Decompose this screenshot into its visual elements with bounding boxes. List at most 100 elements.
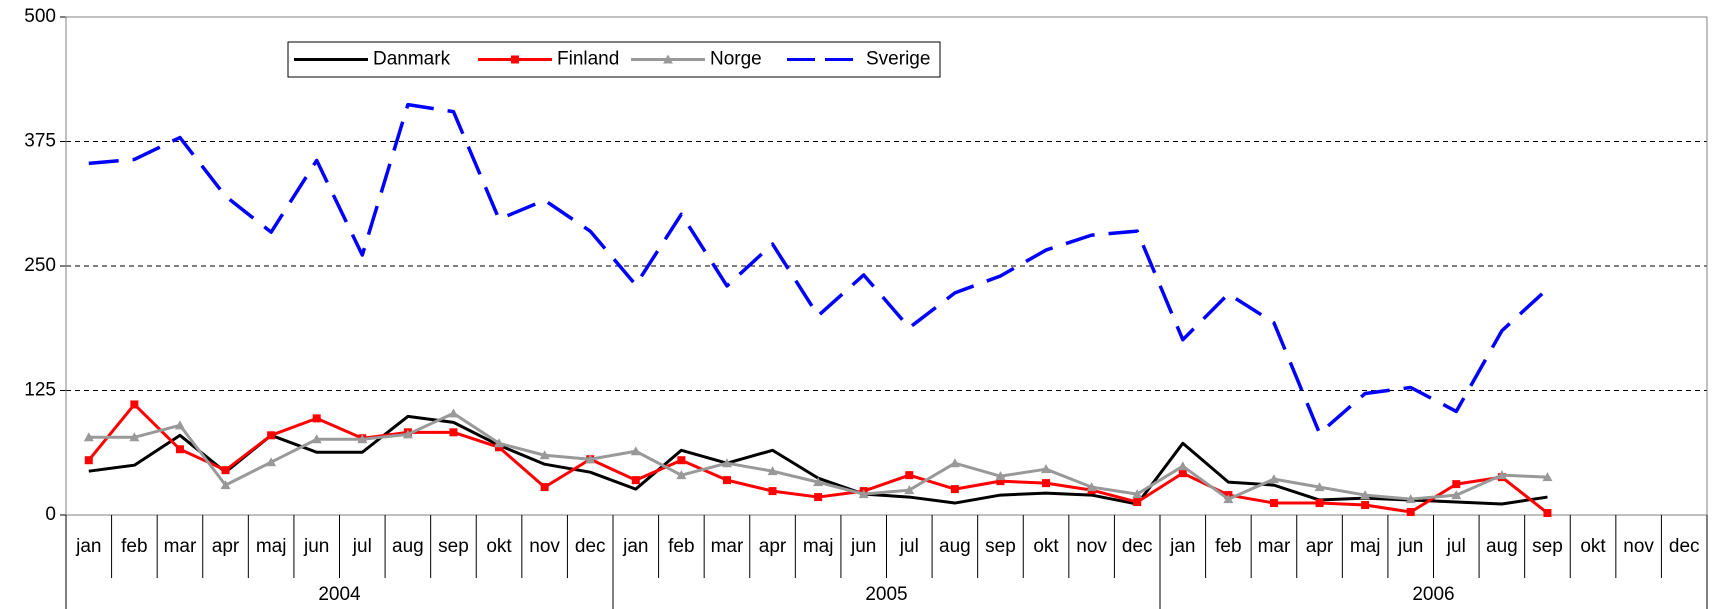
marker [1132,489,1143,499]
y-tick-label: 500 [24,6,56,27]
marker [1269,499,1278,508]
marker [1361,501,1370,510]
x-tick-label: jan [622,536,648,557]
marker [1315,499,1324,508]
x-tick-label: nov [529,536,560,557]
marker [175,445,184,454]
x-tick-label: feb [668,536,694,557]
marker [677,456,686,465]
y-tick-label: 375 [24,131,56,152]
year-label: 2005 [865,584,907,605]
x-tick-label: jun [850,536,876,557]
y-tick-label: 0 [45,504,56,525]
year-label: 2006 [1412,584,1454,605]
x-tick-label: jul [899,536,919,557]
legend-label: Sverige [866,49,930,70]
marker [722,476,731,485]
y-tick-label: 125 [24,380,56,401]
x-tick-label: maj [256,536,287,557]
x-tick-label: aug [939,536,971,557]
marker [130,400,139,409]
x-tick-label: okt [486,536,512,557]
marker [950,485,959,494]
marker [814,493,823,502]
marker [1543,509,1552,518]
x-tick-label: jul [1446,536,1466,557]
x-tick-label: apr [759,536,787,557]
marker [311,434,322,444]
x-tick-label: sep [985,536,1016,557]
marker [1177,461,1188,471]
marker [449,428,458,437]
marker [539,450,550,460]
x-tick-label: mar [711,536,744,557]
marker [174,420,185,430]
x-tick-label: mar [1258,536,1291,557]
marker [995,471,1006,481]
x-tick-label: dec [1122,536,1153,557]
legend-label: Finland [557,49,619,70]
marker [1451,490,1462,500]
x-tick-label: nov [1076,536,1107,557]
x-tick-label: maj [1350,536,1381,557]
marker [1405,494,1416,504]
x-tick-label: feb [1215,536,1241,557]
marker [585,454,596,464]
marker [494,438,505,448]
marker [1223,494,1234,504]
marker [630,446,641,456]
legend-label: Danmark [373,49,451,70]
marker [676,470,687,480]
x-tick-label: jan [75,536,101,557]
x-tick-label: maj [803,536,834,557]
marker [1133,498,1142,507]
legend-label: Norge [710,49,762,70]
marker [448,408,459,418]
marker [721,458,732,468]
x-tick-label: jul [352,536,372,557]
marker [904,485,915,495]
marker [1086,482,1097,492]
legend-marker [511,55,519,64]
x-tick-label: apr [212,536,240,557]
x-tick-label: nov [1623,536,1654,557]
x-tick-label: jun [303,536,329,557]
x-tick-label: sep [438,536,469,557]
marker [905,471,914,480]
marker [1406,508,1415,517]
marker [83,432,94,442]
series-line [88,102,1549,436]
marker [1178,469,1187,478]
marker [267,431,276,440]
marker [949,458,960,468]
x-tick-label: sep [1532,536,1563,557]
x-tick-label: aug [392,536,424,557]
year-label: 2004 [318,584,361,605]
y-tick-label: 250 [24,255,56,276]
marker [357,434,368,444]
x-tick-label: feb [121,536,147,557]
marker [312,414,321,423]
marker [767,466,778,476]
marker [221,466,230,475]
x-tick-label: dec [575,536,606,557]
marker [768,487,777,496]
series-line [88,414,1548,506]
x-tick-label: mar [164,536,197,557]
marker [1360,490,1371,500]
legend-marker [663,54,673,64]
x-tick-label: okt [1580,536,1606,557]
marker [402,429,413,439]
marker [1496,470,1507,480]
marker [631,476,640,485]
marker [1042,479,1051,488]
x-tick-label: jun [1397,536,1423,557]
marker [813,477,824,487]
marker [1268,474,1279,484]
marker [129,432,140,442]
marker [1542,472,1553,482]
marker [84,456,93,465]
x-tick-label: jan [1169,536,1195,557]
marker [858,489,869,499]
